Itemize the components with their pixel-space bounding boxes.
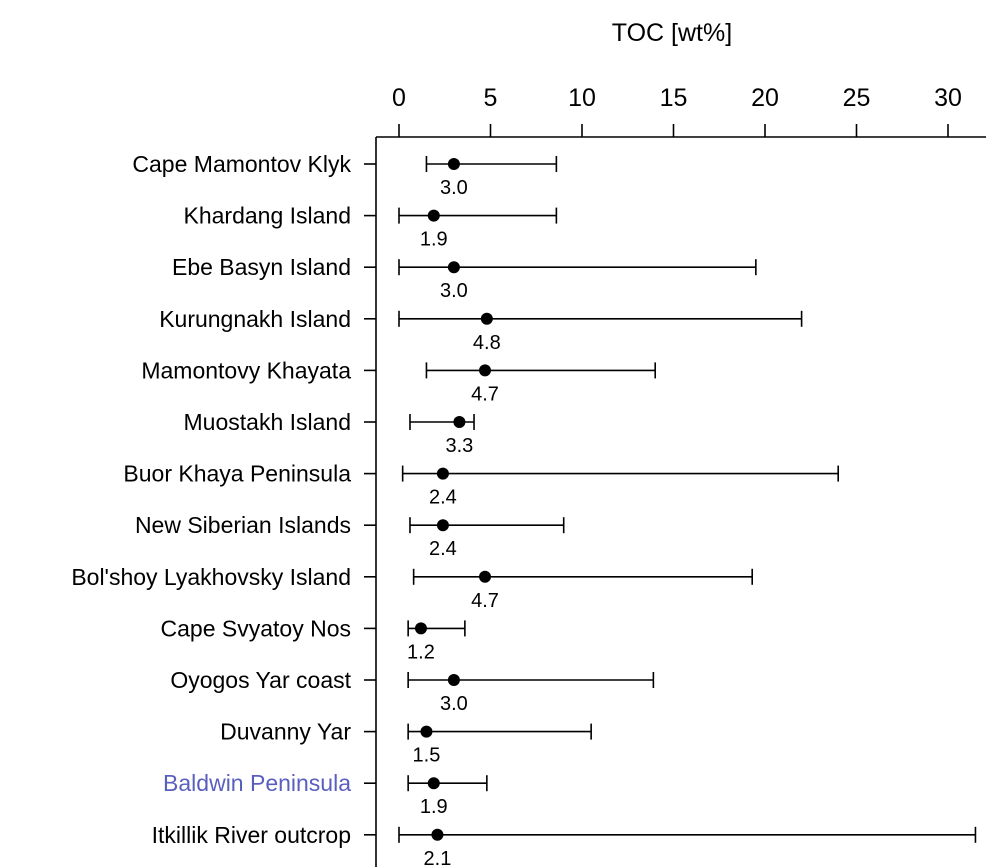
data-point [453, 416, 466, 428]
data-row: Kurungnakh Island 4.8 [159, 306, 803, 354]
data-point [436, 467, 449, 480]
data-point [427, 209, 440, 222]
data-row: Oyogos Yar coast 3.0 [170, 667, 655, 715]
data-point [480, 312, 493, 325]
data-row: Baldwin Peninsula 1.9 [163, 770, 488, 818]
data-row: Itkillik River outcrop 2.1 [152, 822, 977, 867]
category-label: Cape Mamontov Klyk [132, 151, 351, 177]
data-row: Cape Mamontov Klyk 3.0 [132, 151, 558, 199]
x-tick-label: 5 [484, 84, 498, 112]
data-row: Khardang Island 1.9 [183, 203, 558, 251]
data-point [447, 158, 460, 170]
data-row: Ebe Basyn Island 3.0 [172, 254, 757, 302]
category-label: New Siberian Islands [135, 512, 351, 538]
x-tick-label: 30 [934, 84, 962, 112]
plot-frame [375, 136, 986, 867]
data-point [447, 674, 460, 686]
category-label: Mamontovy Khayata [141, 357, 351, 383]
value-label: 1.2 [407, 641, 435, 663]
category-label: Kurungnakh Island [159, 306, 351, 332]
value-label: 1.5 [413, 745, 441, 767]
data-rows: Cape Mamontov Klyk 3.0 Khardang Island 1.9 E… [71, 151, 977, 867]
category-label: Bol'shoy Lyakhovsky Island [71, 564, 351, 590]
category-label: Cape Svyatoy Nos [161, 615, 351, 641]
data-point [431, 828, 444, 841]
data-row: Bol'shoy Lyakhovsky Island 4.7 [71, 564, 753, 612]
value-label: 3.0 [440, 177, 468, 199]
category-label: Duvanny Yar [220, 719, 351, 745]
x-tick-label: 0 [392, 84, 406, 112]
data-row: Mamontovy Khayata 4.7 [141, 357, 657, 405]
category-label: Khardang Island [183, 203, 351, 229]
value-label: 3.0 [440, 280, 468, 302]
data-point [479, 570, 492, 583]
data-point [436, 519, 449, 532]
value-label: 2.1 [424, 848, 452, 867]
value-label: 1.9 [420, 796, 448, 818]
x-tick-label: 10 [568, 84, 596, 112]
category-label: Oyogos Yar coast [170, 667, 351, 693]
value-label: 4.7 [471, 383, 499, 405]
category-label: Buor Khaya Peninsula [123, 461, 351, 487]
data-row: Duvanny Yar 1.5 [220, 719, 592, 767]
value-label: 1.9 [420, 229, 448, 251]
value-label: 3.3 [445, 435, 473, 457]
data-point [427, 777, 440, 790]
data-point [447, 261, 460, 274]
value-label: 2.4 [429, 538, 457, 560]
x-tick-label: 20 [751, 84, 779, 112]
value-label: 4.7 [471, 590, 499, 612]
data-row: Muostakh Island 3.3 [184, 409, 475, 457]
value-label: 4.8 [473, 332, 501, 354]
data-row: Buor Khaya Peninsula 2.4 [123, 461, 840, 509]
data-point [420, 725, 433, 738]
data-row: New Siberian Islands 2.4 [135, 512, 565, 560]
category-label: Baldwin Peninsula [163, 770, 351, 796]
value-label: 2.4 [429, 487, 457, 509]
category-label: Muostakh Island [184, 409, 351, 435]
value-label: 3.0 [440, 693, 468, 715]
data-point [414, 622, 427, 635]
data-row: Cape Svyatoy Nos 1.2 [161, 615, 466, 663]
x-tick-label: 15 [660, 84, 688, 112]
data-point [479, 364, 492, 377]
x-axis: 0 5 10 15 20 25 30 [392, 84, 962, 137]
category-label: Ebe Basyn Island [172, 254, 351, 280]
x-tick-label: 25 [843, 84, 871, 112]
category-label: Itkillik River outcrop [152, 822, 351, 848]
x-axis-title: TOC [wt%] [612, 19, 732, 47]
